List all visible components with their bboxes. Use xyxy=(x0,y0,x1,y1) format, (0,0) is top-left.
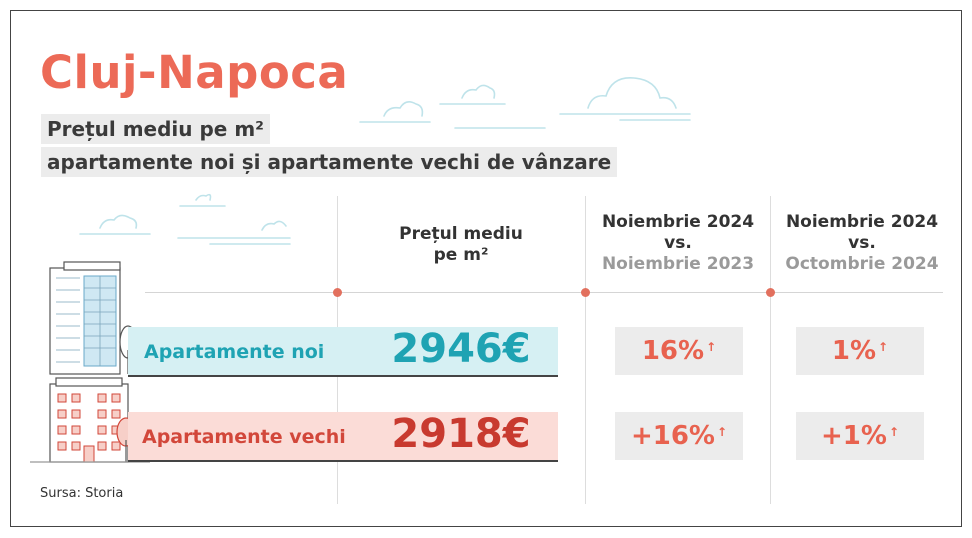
column-divider xyxy=(585,196,586,504)
yoy-column-header: Noiembrie 2024 vs. Noiembrie 2023 xyxy=(590,212,766,275)
yoy-value-old: +16% xyxy=(630,421,715,451)
mom-value-new: 1% xyxy=(831,336,877,366)
yoy-change-old: +16% ↑ xyxy=(615,412,743,460)
row-band-new xyxy=(128,327,558,377)
mom-change-old: +1% ↑ xyxy=(796,412,924,460)
yoy-change-new: 16% ↑ xyxy=(615,327,743,375)
price-old: 2918€ xyxy=(391,411,531,457)
column-divider xyxy=(770,196,771,504)
subtitle-line-1: Prețul mediu pe m² xyxy=(41,114,270,144)
yoy-header-line1: Noiembrie 2024 xyxy=(601,212,755,232)
mom-header-line3: Octombrie 2024 xyxy=(785,254,939,274)
row-label-new: Apartamente noi xyxy=(144,341,325,363)
price-new: 2946€ xyxy=(391,326,531,372)
page-title: Cluj-Napoca xyxy=(40,46,349,99)
price-header-line1: Prețul mediu xyxy=(399,224,523,244)
divider-dot xyxy=(766,288,775,297)
arrow-up-icon: ↑ xyxy=(888,425,899,439)
mom-value-old: +1% xyxy=(821,421,887,451)
mom-column-header: Noiembrie 2024 vs. Octombrie 2024 xyxy=(774,212,950,275)
mom-header-line2: vs. xyxy=(848,233,876,253)
row-label-old: Apartamente vechi xyxy=(142,426,346,448)
mom-header-line1: Noiembrie 2024 xyxy=(785,212,939,232)
row-band-old xyxy=(128,412,558,462)
arrow-up-icon: ↑ xyxy=(716,425,728,439)
yoy-header-line2: vs. xyxy=(664,233,692,253)
source-note: Sursa: Storia xyxy=(40,486,124,501)
arrow-up-icon: ↑ xyxy=(706,340,717,354)
price-column-header: Prețul mediu pe m² xyxy=(361,224,561,266)
arrow-up-icon: ↑ xyxy=(878,340,889,354)
subtitle-line-2: apartamente noi și apartamente vechi de … xyxy=(41,147,618,177)
divider-dot xyxy=(333,288,342,297)
divider-dot xyxy=(581,288,590,297)
mom-change-new: 1% ↑ xyxy=(796,327,924,375)
header-divider xyxy=(145,292,943,293)
yoy-value-new: 16% xyxy=(641,336,705,366)
price-header-line2: pe m² xyxy=(433,245,489,265)
yoy-header-line3: Noiembrie 2023 xyxy=(601,254,755,274)
